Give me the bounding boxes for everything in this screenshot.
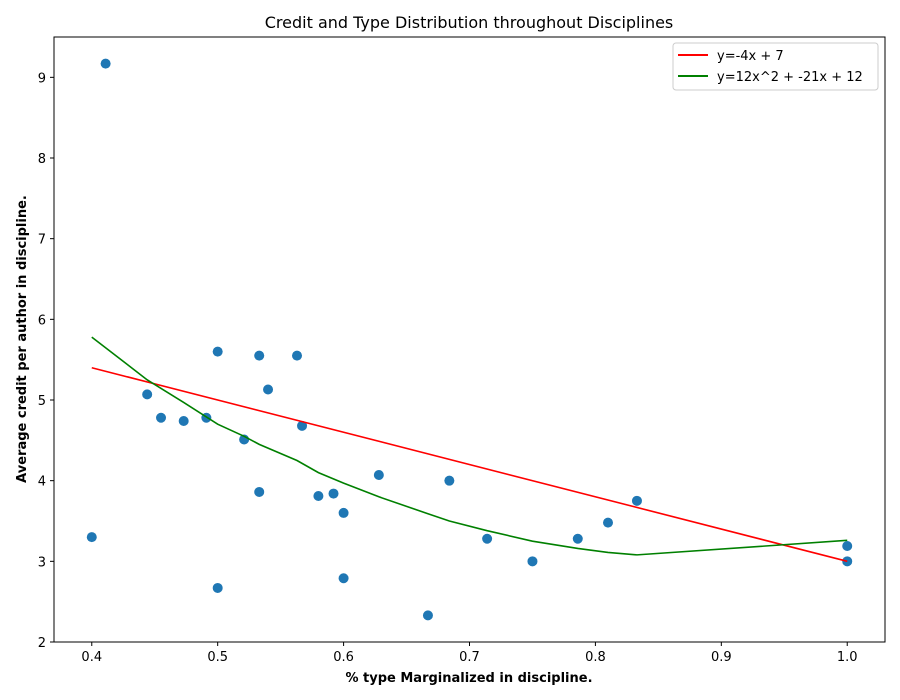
data-point	[338, 573, 349, 584]
data-point	[212, 346, 223, 357]
legend-box	[672, 42, 879, 91]
data-point	[572, 533, 583, 544]
data-point	[156, 412, 167, 423]
x-tick-label: 0.4	[81, 650, 102, 665]
data-point	[482, 533, 493, 544]
x-tick-label: 0.6	[333, 650, 354, 665]
y-tick-label: 8	[38, 152, 46, 167]
y-tick-label: 6	[38, 313, 46, 328]
ticks-layer: 0.4 0.5 0.6 0.7 0.8 0.9 1.0 2 3 4 5 6 7 8 9	[38, 71, 858, 665]
data-point	[328, 488, 339, 499]
data-point	[338, 507, 349, 518]
data-point	[100, 58, 111, 69]
x-tick-label: 0.7	[459, 650, 480, 665]
data-point	[212, 582, 223, 593]
chart-title: Credit and Type Distribution throughout …	[265, 13, 674, 32]
data-point	[603, 517, 613, 528]
data-point	[297, 420, 308, 431]
data-point	[313, 490, 324, 501]
data-point	[86, 532, 97, 543]
data-point	[178, 415, 189, 426]
plot-area	[86, 58, 853, 621]
data-point	[142, 389, 153, 400]
y-tick-label: 9	[38, 71, 46, 86]
data-point	[444, 475, 455, 486]
y-tick-label: 3	[38, 555, 46, 570]
series-line-quadratic	[91, 336, 848, 556]
x-axis-label: % type Marginalized in discipline.	[345, 671, 592, 686]
legend: y=-4x + 7 y=12x^2 + -21x + 12	[672, 42, 879, 91]
data-point	[631, 495, 642, 506]
y-tick-label: 7	[38, 233, 46, 248]
data-point	[254, 486, 265, 497]
y-axis-label: Average credit per author in discipline.	[15, 195, 30, 483]
data-point	[373, 470, 384, 481]
y-tick-label: 5	[38, 394, 46, 409]
legend-label-linear: y=-4x + 7	[717, 49, 784, 64]
data-point	[527, 556, 538, 567]
x-tick-label: 0.9	[711, 650, 732, 665]
series-line-linear	[91, 366, 848, 563]
y-tick-label: 4	[38, 475, 46, 490]
x-tick-label: 1.0	[837, 650, 858, 665]
data-point	[254, 350, 265, 361]
x-tick-label: 0.8	[585, 650, 606, 665]
data-point	[263, 384, 274, 395]
y-tick-label: 2	[38, 636, 46, 651]
x-tick-label: 0.5	[207, 650, 228, 665]
data-point	[422, 610, 433, 621]
data-point	[292, 350, 303, 361]
legend-label-quadratic: y=12x^2 + -21x + 12	[717, 70, 863, 85]
plot-frame	[53, 36, 886, 643]
data-point	[842, 541, 853, 552]
